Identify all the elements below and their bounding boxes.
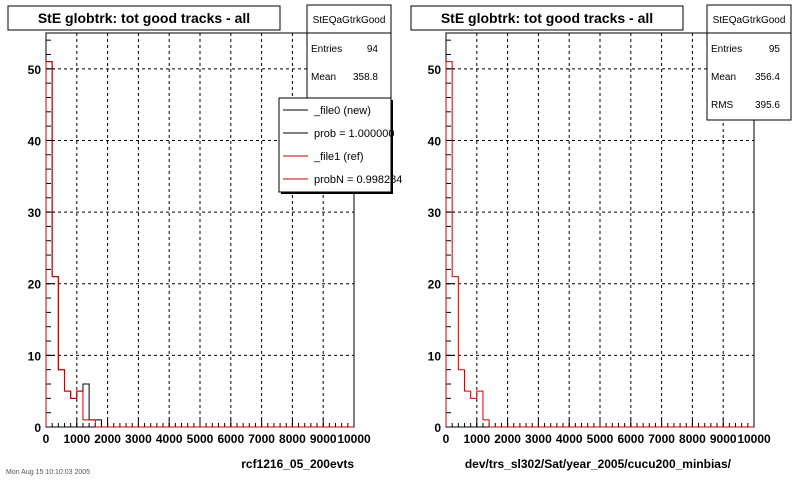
x-tick-label: 10000 <box>737 432 771 446</box>
legend-entry-prob: prob = 1.000000 <box>314 128 394 140</box>
histogram-bin <box>89 420 95 427</box>
y-tick-label: 30 <box>428 206 442 220</box>
histogram-bin <box>95 420 101 427</box>
legend-entry-probn: probN = 0.998284 <box>314 174 402 186</box>
histogram-bin <box>71 398 77 427</box>
panel-1-stats-value: 94 <box>367 44 379 55</box>
panel-1-stats-value: 358.8 <box>353 72 378 83</box>
histogram-bin <box>471 398 477 427</box>
x-tick-label: 9000 <box>710 432 737 446</box>
histogram-bin <box>477 391 483 427</box>
panel-1: StE globtrk: tot good tracks - all 0 1000… <box>7 4 402 471</box>
histogram-bin <box>58 370 64 427</box>
x-tick-label: 2000 <box>494 432 521 446</box>
y-tick-label: 30 <box>28 206 42 220</box>
panel-1-axes <box>45 39 355 428</box>
panel-2-title-box <box>410 5 684 31</box>
histogram-bin <box>464 391 470 427</box>
histogram-bin <box>83 420 89 427</box>
y-tick-label: 50 <box>428 63 442 77</box>
x-tick-label: 2000 <box>94 432 121 446</box>
x-tick-label: 7000 <box>248 432 275 446</box>
panel-2-stats-value: 356.4 <box>755 72 780 83</box>
x-tick-label: 4000 <box>156 432 183 446</box>
y-tick-label: 40 <box>28 134 42 148</box>
histogram-series-2 <box>45 61 354 428</box>
histogram-bin <box>77 391 83 427</box>
x-tick-label: 7000 <box>648 432 675 446</box>
panel-2-tick-labels: 0 1000 2000 3000 4000 5000 6000 7000 8000 9000 100… <box>428 63 771 446</box>
panel-1-stats-label: Mean <box>311 72 336 83</box>
panel-2: StE globtrk: tot good tracks - all 0 1000… <box>410 4 792 471</box>
panel-2-stats-name: StEQaGtrkGood <box>713 15 786 26</box>
panel-2-stats-value: 395.6 <box>755 100 780 111</box>
histogram-bin <box>52 277 58 427</box>
panel-1-stats-label: Entries <box>311 44 342 55</box>
panel-2-stats-label: RMS <box>711 100 734 111</box>
histogram-bin <box>46 62 52 427</box>
y-tick-label: 20 <box>428 278 442 292</box>
y-tick-label: 10 <box>28 349 42 363</box>
x-tick-label: 1000 <box>463 432 490 446</box>
x-tick-label: 5000 <box>587 432 614 446</box>
panel-2-stats-label: Entries <box>711 44 742 55</box>
panel-2-x-label: dev/trs_sl302/Sat/year_2005/cucu200_minb… <box>465 457 732 471</box>
x-tick-label: 5000 <box>187 432 214 446</box>
x-tick-label: 8000 <box>279 432 306 446</box>
y-tick-label: 50 <box>28 63 42 77</box>
histogram-bin <box>58 370 64 427</box>
panel-1-title-box <box>7 5 281 31</box>
x-tick-label: 6000 <box>617 432 644 446</box>
histogram-bin <box>77 391 83 427</box>
panel-1-tick-labels: 0 1000 2000 3000 4000 5000 6000 7000 8000 9000 100… <box>28 63 371 446</box>
panel-2-series <box>445 61 754 428</box>
legend-entry-ref: _file1 (ref) <box>313 151 364 163</box>
x-tick-label: 3000 <box>525 432 552 446</box>
panel-2-stats-box: StEQaGtrkGood Entries 95 Mean 356.4 RMS … <box>706 4 792 121</box>
panel-1-title: StE globtrk: tot good tracks - all <box>38 10 250 26</box>
x-tick-label: 1000 <box>63 432 90 446</box>
panel-2-title: StE globtrk: tot good tracks - all <box>441 10 653 26</box>
y-tick-label: 0 <box>434 421 441 435</box>
histogram-bin <box>452 277 458 427</box>
histogram-series-1 <box>445 61 754 428</box>
panel-1-series <box>45 61 354 428</box>
panel-1-stats-name: StEQaGtrkGood <box>313 15 386 26</box>
y-tick-label: 10 <box>428 349 442 363</box>
x-tick-label: 6000 <box>217 432 244 446</box>
x-tick-label: 0 <box>443 432 450 446</box>
x-tick-label: 4000 <box>556 432 583 446</box>
histogram-bin <box>71 398 77 427</box>
panel-1-x-label: rcf1216_05_200evts <box>241 457 354 471</box>
histogram-bin <box>46 62 52 427</box>
histogram-bin <box>89 420 95 427</box>
x-tick-label: 9000 <box>310 432 337 446</box>
x-tick-label: 10000 <box>337 432 371 446</box>
x-tick-label: 8000 <box>679 432 706 446</box>
histogram-bin <box>64 391 70 427</box>
histogram-bin <box>83 384 89 427</box>
panel-2-axes <box>445 39 755 428</box>
histogram-bin <box>64 391 70 427</box>
panel-1-legend: _file0 (new) prob = 1.000000 _file1 (ref… <box>278 97 402 194</box>
y-tick-label: 20 <box>28 278 42 292</box>
histogram-bin <box>458 370 464 427</box>
panel-2-stats-label: Mean <box>711 72 736 83</box>
panel-2-stats-value: 95 <box>769 44 781 55</box>
histogram-bin <box>446 62 452 427</box>
histogram-bin <box>52 277 58 427</box>
x-tick-label: 0 <box>43 432 50 446</box>
y-tick-label: 0 <box>34 421 41 435</box>
y-tick-label: 40 <box>428 134 442 148</box>
footer-timestamp: Mon Aug 15 10:10:03 2005 <box>6 469 90 476</box>
legend-entry-new: _file0 (new) <box>313 105 371 117</box>
x-tick-label: 3000 <box>125 432 152 446</box>
histogram-bin <box>483 420 489 427</box>
